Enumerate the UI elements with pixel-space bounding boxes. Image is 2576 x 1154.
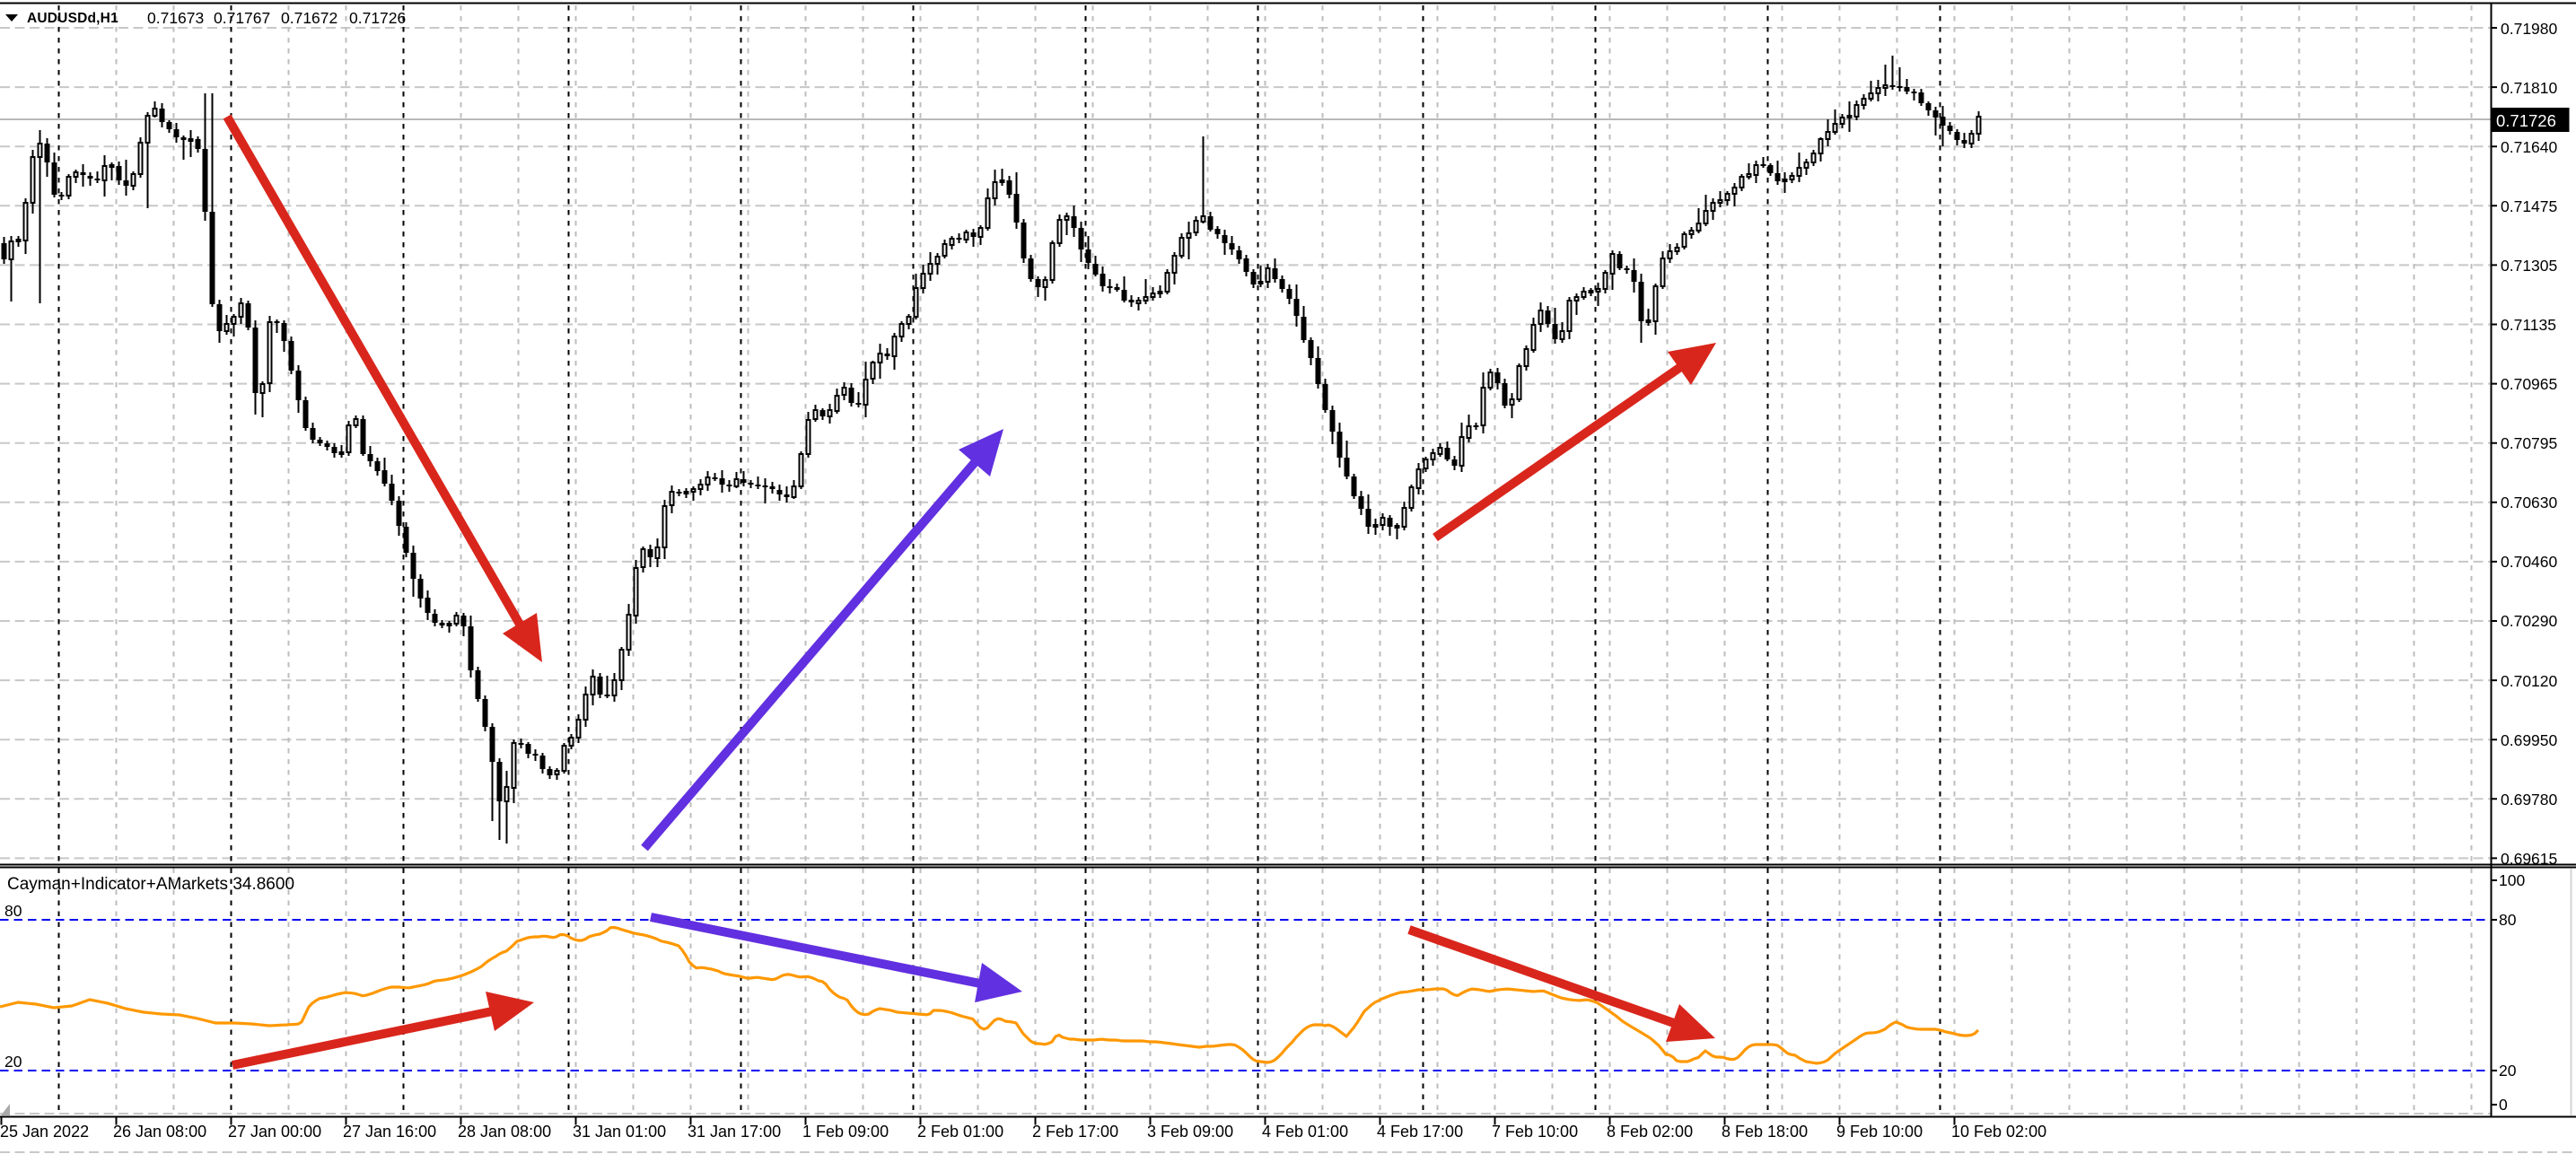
svg-text:2 Feb 01:00: 2 Feb 01:00 xyxy=(917,1123,1003,1141)
svg-text:8 Feb 02:00: 8 Feb 02:00 xyxy=(1607,1123,1693,1141)
svg-text:0.71980: 0.71980 xyxy=(2501,20,2558,38)
svg-text:0.71767: 0.71767 xyxy=(214,9,270,27)
svg-text:8 Feb 18:00: 8 Feb 18:00 xyxy=(1722,1123,1808,1141)
svg-text:20: 20 xyxy=(4,1053,22,1071)
svg-text:AUDUSDd,H1: AUDUSDd,H1 xyxy=(27,11,118,26)
svg-text:2 Feb 17:00: 2 Feb 17:00 xyxy=(1032,1123,1118,1141)
svg-text:10 Feb 02:00: 10 Feb 02:00 xyxy=(1951,1123,2046,1141)
svg-text:0.71640: 0.71640 xyxy=(2501,138,2558,156)
svg-text:0.70120: 0.70120 xyxy=(2501,672,2558,690)
svg-text:Cayman+Indicator+AMarkets 34.8: Cayman+Indicator+AMarkets 34.8600 xyxy=(7,875,294,894)
svg-text:0.71672: 0.71672 xyxy=(281,9,337,27)
svg-text:4 Feb 01:00: 4 Feb 01:00 xyxy=(1262,1123,1348,1141)
svg-text:0: 0 xyxy=(2499,1096,2508,1114)
svg-text:3 Feb 09:00: 3 Feb 09:00 xyxy=(1147,1123,1233,1141)
svg-text:20: 20 xyxy=(2499,1062,2517,1080)
svg-text:100: 100 xyxy=(2499,871,2525,889)
svg-text:0.70795: 0.70795 xyxy=(2501,434,2557,452)
svg-text:0.69780: 0.69780 xyxy=(2501,791,2558,809)
svg-text:0.71475: 0.71475 xyxy=(2501,197,2557,215)
svg-text:28 Jan 08:00: 28 Jan 08:00 xyxy=(458,1123,551,1141)
svg-text:0.71726: 0.71726 xyxy=(2496,111,2556,130)
svg-text:0.71726: 0.71726 xyxy=(349,9,406,27)
svg-text:0.71135: 0.71135 xyxy=(2501,316,2556,334)
svg-text:26 Jan 08:00: 26 Jan 08:00 xyxy=(113,1123,206,1141)
svg-text:80: 80 xyxy=(2499,911,2517,929)
svg-text:0.70630: 0.70630 xyxy=(2501,494,2558,511)
svg-text:0.71673: 0.71673 xyxy=(147,9,204,27)
svg-text:25 Jan 2022: 25 Jan 2022 xyxy=(0,1123,89,1141)
svg-text:27 Jan 16:00: 27 Jan 16:00 xyxy=(343,1123,436,1141)
svg-text:0.71305: 0.71305 xyxy=(2501,257,2557,275)
svg-text:27 Jan 00:00: 27 Jan 00:00 xyxy=(228,1123,321,1141)
svg-text:0.71810: 0.71810 xyxy=(2501,79,2558,97)
svg-text:31 Jan 17:00: 31 Jan 17:00 xyxy=(688,1123,781,1141)
svg-text:0.70460: 0.70460 xyxy=(2501,553,2558,571)
svg-text:7 Feb 10:00: 7 Feb 10:00 xyxy=(1492,1123,1578,1141)
svg-text:0.69950: 0.69950 xyxy=(2501,731,2558,749)
svg-text:0.70965: 0.70965 xyxy=(2501,375,2557,393)
svg-text:80: 80 xyxy=(4,902,22,920)
svg-text:4 Feb 17:00: 4 Feb 17:00 xyxy=(1377,1123,1463,1141)
svg-text:0.70290: 0.70290 xyxy=(2501,612,2558,630)
svg-text:31 Jan 01:00: 31 Jan 01:00 xyxy=(573,1123,666,1141)
svg-text:0.69615: 0.69615 xyxy=(2501,850,2557,868)
svg-text:1 Feb 09:00: 1 Feb 09:00 xyxy=(802,1123,889,1141)
svg-text:9 Feb 10:00: 9 Feb 10:00 xyxy=(1836,1123,1923,1141)
